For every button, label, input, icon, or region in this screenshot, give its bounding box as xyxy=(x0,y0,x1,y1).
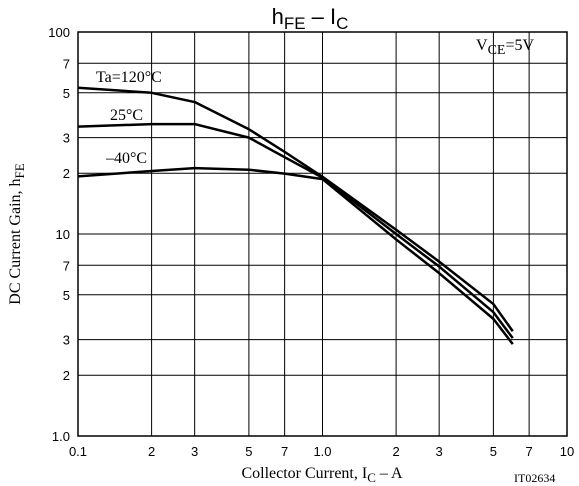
title-sub: FE xyxy=(284,14,306,33)
x-tick-label: 10 xyxy=(560,444,574,459)
title-sub: C xyxy=(336,14,348,33)
x-tick-label: 7 xyxy=(526,444,533,459)
y-tick-label: 5 xyxy=(63,288,70,303)
plot-frame xyxy=(77,31,568,437)
x-tick-label: 0.1 xyxy=(69,444,87,459)
figure-code: IT02634 xyxy=(514,471,555,485)
y-tick-label: 3 xyxy=(63,131,70,146)
x-label-sub: C xyxy=(367,470,376,485)
x-axis-label: Collector Current, IC – A xyxy=(241,465,403,485)
title-part: – I xyxy=(306,4,337,29)
series-line xyxy=(77,166,514,345)
title-part: h xyxy=(272,4,284,29)
annotation-part: =5V xyxy=(505,37,534,54)
y-tick-label: 3 xyxy=(63,333,70,348)
y-axis-label: DC Current Gain, hFE xyxy=(7,163,27,304)
series-label: –40°C xyxy=(105,150,147,167)
annotation-sub: CE xyxy=(488,43,506,58)
x-tick-label: 3 xyxy=(436,444,443,459)
series-label: 25°C xyxy=(110,107,143,124)
y-label-sub: FE xyxy=(12,163,27,178)
x-tick-label: 5 xyxy=(490,444,497,459)
y-tick-label: 2 xyxy=(63,368,70,383)
x-tick-label: 2 xyxy=(148,444,155,459)
y-tick-label: 2 xyxy=(63,166,70,181)
x-tick-label: 3 xyxy=(191,444,198,459)
x-label-part: – A xyxy=(376,465,403,482)
x-tick-label: 5 xyxy=(245,444,252,459)
x-label-part: Collector Current, I xyxy=(241,465,367,482)
x-tick-label: 1.0 xyxy=(313,444,331,459)
annotation-part: V xyxy=(476,37,488,54)
series-line xyxy=(77,86,514,332)
y-label-part: DC Current Gain, h xyxy=(7,178,24,304)
series-label: Ta=120°C xyxy=(96,69,162,86)
y-tick-label: 7 xyxy=(63,56,70,71)
x-tick-label: 7 xyxy=(281,444,288,459)
y-tick-label: 10 xyxy=(56,227,70,242)
y-tick-label: 100 xyxy=(48,25,70,40)
chart-title: hFE – IC xyxy=(272,4,349,33)
y-tick-label: 1.0 xyxy=(52,429,70,444)
y-tick-label: 5 xyxy=(63,86,70,101)
condition-annotation: VCE=5V xyxy=(476,37,534,58)
x-tick-label: 2 xyxy=(392,444,399,459)
y-tick-label: 7 xyxy=(63,258,70,273)
series-line xyxy=(77,122,514,339)
